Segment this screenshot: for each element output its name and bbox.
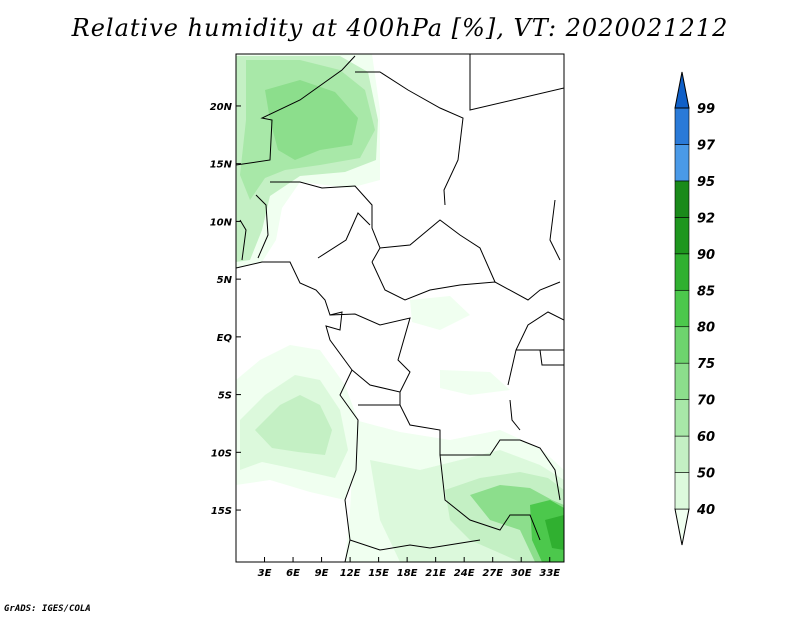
border-line [439, 454, 541, 541]
border-line [358, 404, 520, 456]
colorbar: 40 50 60 70 75 80 85 90 92 95 97 99 [674, 71, 716, 546]
border-line [351, 369, 401, 406]
map-frame [235, 53, 565, 563]
humidity-field [236, 54, 564, 562]
border-line [519, 439, 561, 501]
border-line [469, 54, 564, 111]
lon-tick-label: 9E [315, 568, 329, 579]
lat-tick-label: 5N [217, 275, 233, 286]
border-line [236, 55, 356, 166]
colorbar-label: 97 [697, 138, 716, 153]
lon-tick-label: 6E [286, 568, 300, 579]
lon-tick-label: 24E [454, 568, 475, 579]
lat-tick-label: 15S [211, 506, 232, 517]
chart-title: Relative humidity at 400hPa [%], VT: 202… [71, 14, 729, 42]
colorbar-band [674, 180, 690, 218]
border-line [371, 261, 561, 301]
map-axes: 3E 6E 9E 12E 15E 18E 21E 24E 27E 30E 33E 20N 15N 10N 5… [210, 53, 565, 579]
colorbar-label: 95 [697, 175, 715, 190]
colorbar-band [674, 362, 690, 400]
lat-tick-label: 20N [210, 102, 233, 113]
grads-credit: GrADS: IGES/COLA [4, 604, 91, 614]
lon-tick-label: 15E [368, 568, 389, 579]
border-line [255, 194, 269, 259]
border-line [355, 71, 464, 206]
border-line [549, 199, 561, 261]
colorbar-band [674, 435, 690, 473]
border-line [317, 212, 371, 259]
lon-tick-label: 12E [340, 568, 361, 579]
country-borders [236, 54, 564, 562]
colorbar-label: 60 [697, 430, 715, 445]
humidity-region-northwest-peak [265, 80, 358, 160]
border-line [509, 399, 521, 431]
lat-tick-label: 10S [211, 448, 232, 459]
lat-tick-label: 15N [210, 160, 233, 171]
lat-tick-label: EQ [217, 333, 233, 344]
colorbar-band [674, 144, 690, 182]
humidity-region-southeast-max [545, 515, 564, 550]
colorbar-label: 75 [697, 357, 715, 372]
colorbar-band [674, 107, 690, 145]
lat-tick-label: 10N [210, 217, 233, 228]
lon-tick-label: 3E [258, 568, 272, 579]
colorbar-band [674, 71, 690, 109]
colorbar-band [674, 217, 690, 255]
colorbar-label: 40 [696, 503, 715, 518]
border-line [379, 219, 496, 283]
lat-tick-label: 5S [218, 391, 232, 402]
lon-tick-label: 18E [397, 568, 418, 579]
colorbar-label: 92 [697, 211, 715, 226]
border-line [270, 181, 381, 263]
lon-tick-label: 27E [482, 568, 503, 579]
humidity-region-central [410, 296, 470, 330]
colorbar-band [674, 253, 690, 291]
border-line [239, 219, 247, 261]
border-line [349, 539, 481, 551]
colorbar-band [674, 508, 690, 546]
colorbar-band [674, 326, 690, 364]
lon-tick-label: 30E [511, 568, 532, 579]
colorbar-label: 70 [697, 394, 715, 409]
border-line [329, 313, 411, 393]
lon-tick-label: 21E [425, 568, 446, 579]
colorbar-band [674, 289, 690, 328]
colorbar-label: 85 [697, 284, 715, 299]
border-line [236, 261, 359, 562]
colorbar-band [674, 472, 690, 510]
humidity-region-central-2 [440, 370, 510, 395]
colorbar-label: 90 [697, 248, 715, 263]
border-line [539, 349, 564, 366]
colorbar-band [674, 399, 690, 437]
colorbar-label: 50 [697, 467, 715, 482]
humidity-region-southwest-core [255, 395, 332, 455]
border-line [507, 311, 564, 386]
colorbar-label: 80 [697, 321, 715, 336]
lon-tick-label: 33E [539, 568, 560, 579]
colorbar-label: 99 [697, 102, 715, 117]
